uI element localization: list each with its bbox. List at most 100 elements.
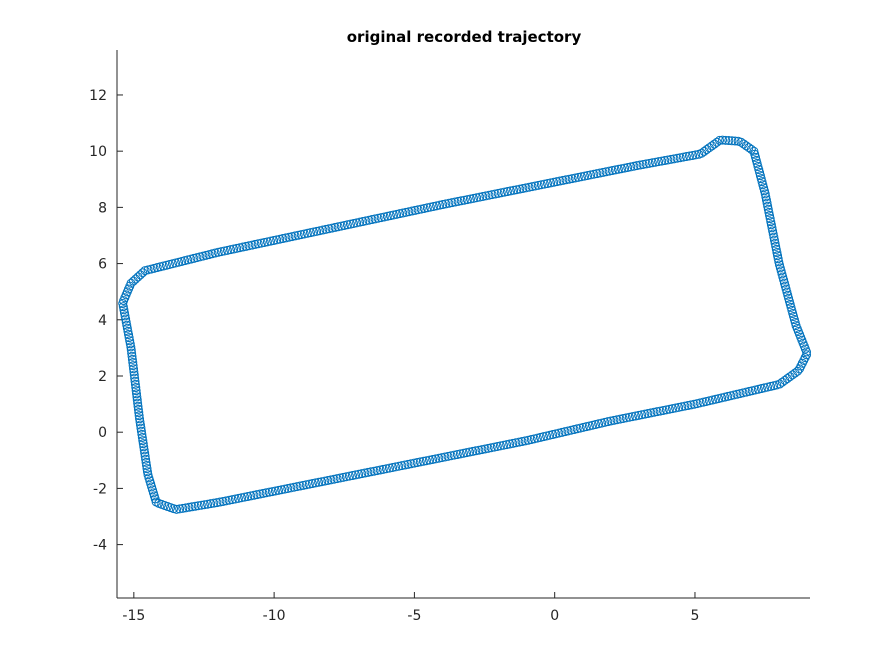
trajectory-point (358, 217, 368, 227)
trajectory-point (635, 160, 645, 170)
trajectory-point (249, 490, 259, 500)
trajectory-point (552, 177, 562, 187)
trajectory-point (610, 165, 620, 175)
trajectory-point (314, 477, 324, 487)
trajectory-point (517, 437, 527, 447)
trajectory-point (230, 494, 240, 504)
trajectory-point (280, 484, 290, 494)
trajectory-point (351, 470, 361, 480)
trajectory-point (135, 270, 145, 280)
trajectory-point (203, 499, 213, 509)
trajectory-point (770, 238, 780, 248)
trajectory-point (598, 167, 608, 177)
trajectory-point (536, 180, 546, 190)
trajectory-point (475, 192, 485, 202)
trajectory-point (129, 364, 139, 374)
trajectory-point (278, 234, 288, 244)
trajectory-point (131, 274, 141, 284)
trajectory-point (130, 379, 140, 389)
trajectory-point (141, 454, 151, 464)
trajectory-point (267, 487, 277, 497)
trajectory-point (190, 501, 200, 511)
trajectory-point (435, 200, 445, 210)
trajectory-point (638, 159, 648, 169)
trajectory-point (691, 150, 701, 160)
trajectory-point (136, 423, 146, 433)
trajectory-point (241, 241, 251, 251)
trajectory-point (301, 480, 311, 490)
trajectory-point (320, 476, 330, 486)
trajectory-point (270, 486, 280, 496)
trajectory-point (324, 224, 334, 234)
trajectory-point (621, 413, 631, 423)
trajectory-point (721, 135, 731, 145)
trajectory-point (140, 448, 150, 458)
trajectory-point (549, 177, 559, 187)
trajectory-point (138, 268, 148, 278)
trajectory-point (440, 452, 450, 462)
trajectory-point (680, 401, 690, 411)
trajectory-point (580, 171, 590, 181)
y-tick-label: 4 (98, 313, 107, 329)
trajectory-point (131, 386, 141, 396)
trajectory-point (437, 453, 447, 463)
trajectory-point (667, 404, 677, 414)
trajectory-point (385, 211, 395, 221)
trajectory-point (376, 213, 386, 223)
trajectory-point (652, 407, 662, 417)
trajectory-point (139, 442, 149, 452)
trajectory-point (604, 166, 614, 176)
trajectory-point (567, 174, 577, 184)
trajectory-point (130, 373, 140, 383)
trajectory-point (369, 466, 379, 476)
trajectory-point (664, 404, 674, 414)
trajectory-point (367, 215, 377, 225)
trajectory-point (357, 469, 367, 479)
trajectory-point (484, 190, 494, 200)
trajectory-point (311, 478, 320, 488)
trajectory-point (546, 178, 556, 188)
trajectory-point (576, 172, 586, 182)
trajectory-point (364, 215, 374, 225)
trajectory-point (130, 376, 140, 386)
y-tick-label: 0 (98, 425, 107, 441)
trajectory-point (631, 411, 640, 421)
trajectory-point (266, 236, 276, 246)
trajectory-point (677, 402, 687, 412)
trajectory-point (655, 406, 665, 416)
trajectory-point (127, 351, 137, 361)
trajectory-point (763, 204, 773, 214)
trajectory-point (206, 499, 216, 509)
trajectory-point (419, 203, 429, 213)
trajectory-point (761, 195, 771, 205)
trajectory-point (292, 482, 302, 492)
trajectory-point (502, 187, 512, 197)
trajectory-point (764, 207, 774, 217)
trajectory-point (727, 136, 737, 146)
trajectory-point (688, 150, 698, 160)
trajectory-point (253, 239, 263, 249)
trajectory-point (471, 446, 481, 456)
y-tick-label: -2 (93, 481, 107, 497)
trajectory-point (129, 370, 139, 380)
trajectory-point (332, 474, 342, 484)
trajectory-point (392, 209, 402, 219)
trajectory-point (379, 212, 389, 222)
trajectory-point (468, 446, 478, 456)
trajectory-point (425, 202, 435, 212)
trajectory-point (506, 186, 516, 196)
trajectory-point (135, 417, 145, 427)
trajectory-point (422, 203, 432, 213)
x-tick-label: 5 (691, 608, 700, 624)
trajectory-point (128, 361, 138, 371)
trajectory-point (302, 228, 312, 238)
trajectory-point (418, 456, 428, 466)
trajectory-point (623, 162, 633, 172)
trajectory-point (394, 461, 404, 471)
trajectory-point (465, 447, 475, 457)
trajectory-point (718, 135, 728, 145)
trajectory-point (286, 483, 296, 493)
trajectory-point (543, 179, 553, 189)
trajectory-point (483, 443, 493, 453)
trajectory-point (413, 205, 423, 215)
